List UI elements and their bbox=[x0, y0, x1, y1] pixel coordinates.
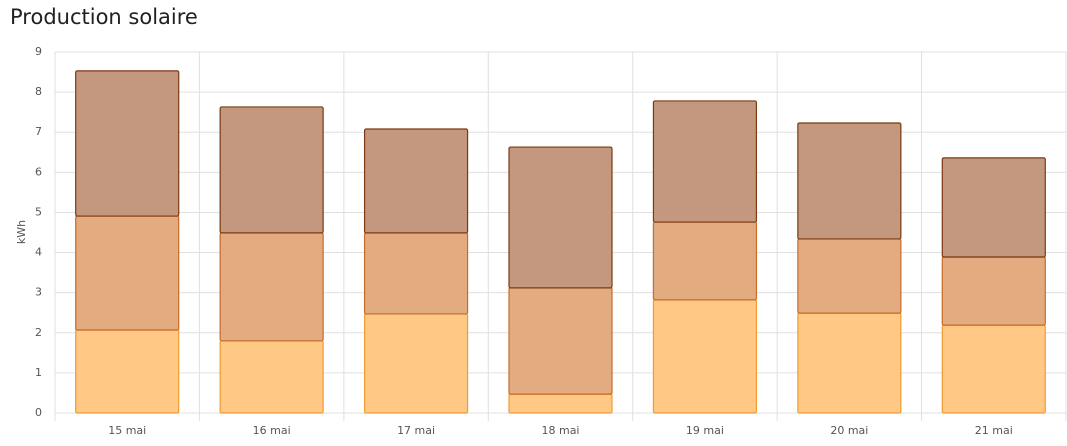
bar-segment bbox=[508, 146, 613, 289]
x-tick-label: 16 mai bbox=[253, 424, 291, 437]
bar-segment bbox=[363, 128, 469, 234]
y-tick-label: 0 bbox=[35, 406, 42, 419]
y-tick-label: 7 bbox=[35, 125, 42, 138]
bar-segment bbox=[508, 287, 613, 395]
bar-segment bbox=[797, 312, 902, 414]
y-tick-label: 6 bbox=[35, 165, 42, 178]
bar-segment bbox=[652, 299, 758, 414]
y-axis-label: kWh bbox=[15, 220, 28, 244]
chart-title: Production solaire bbox=[10, 5, 198, 29]
bar-segment bbox=[652, 221, 758, 301]
bar-segment bbox=[941, 256, 1046, 326]
x-tick-label: 17 mai bbox=[397, 424, 435, 437]
y-tick-label: 5 bbox=[35, 205, 42, 218]
y-tick-label: 1 bbox=[35, 366, 42, 379]
x-tick-label: 20 mai bbox=[830, 424, 868, 437]
bar-segment bbox=[797, 122, 902, 240]
bar-segment bbox=[941, 324, 1046, 414]
bar-segment bbox=[219, 340, 324, 414]
bar-segment bbox=[363, 313, 469, 414]
y-tick-label: 3 bbox=[35, 286, 42, 299]
y-tick-label: 9 bbox=[35, 45, 42, 58]
bar-segment bbox=[75, 215, 180, 331]
bar-segment bbox=[652, 100, 758, 223]
bar-segment bbox=[941, 157, 1046, 258]
bar-segment bbox=[219, 106, 324, 234]
bar-segment bbox=[75, 70, 180, 217]
x-tick-label: 18 mai bbox=[541, 424, 579, 437]
y-tick-label: 8 bbox=[35, 85, 42, 98]
x-tick-label: 21 mai bbox=[975, 424, 1013, 437]
y-tick-label: 2 bbox=[35, 326, 42, 339]
y-tick-label: 4 bbox=[35, 246, 42, 259]
bar-segment bbox=[797, 238, 902, 314]
bar-segment bbox=[363, 232, 469, 315]
bar-segment bbox=[508, 393, 613, 414]
bar-segment bbox=[219, 232, 324, 342]
bar-segment bbox=[75, 329, 180, 414]
x-tick-label: 19 mai bbox=[686, 424, 724, 437]
x-tick-label: 15 mai bbox=[108, 424, 146, 437]
